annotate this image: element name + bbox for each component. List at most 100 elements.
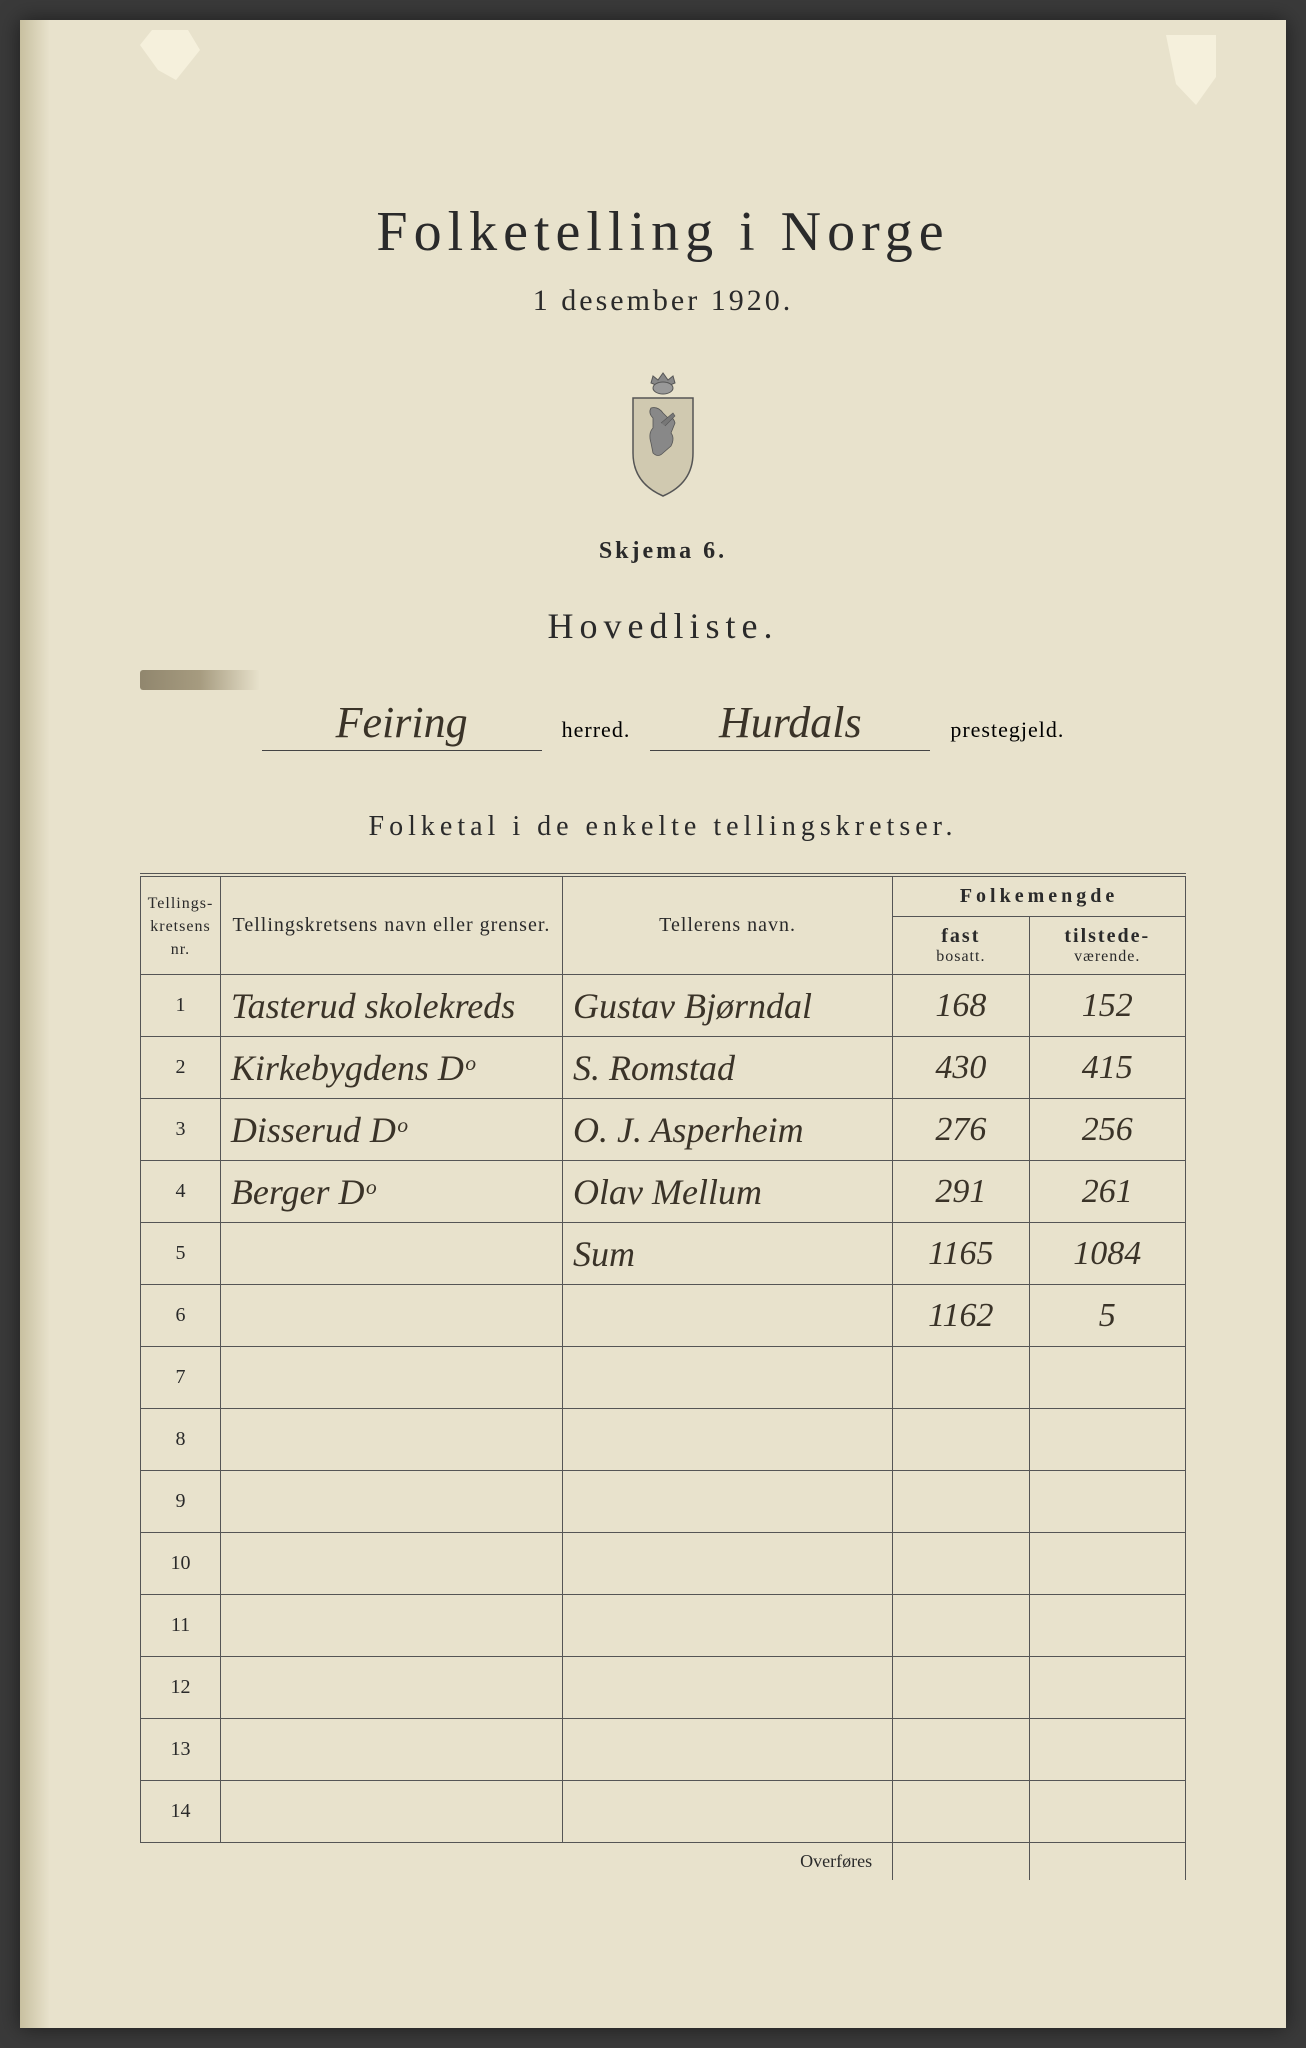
row-teller: S. Romstad bbox=[563, 1037, 893, 1099]
row-fast bbox=[893, 1409, 1029, 1471]
row-nr: 4 bbox=[141, 1161, 221, 1223]
row-tilstede: 1084 bbox=[1029, 1223, 1185, 1285]
row-fast bbox=[893, 1719, 1029, 1781]
row-fast: 430 bbox=[893, 1037, 1029, 1099]
overfores-label: Overføres bbox=[141, 1843, 893, 1881]
table-row: 1 Tasterud skolekreds Gustav Bjørndal 16… bbox=[141, 975, 1186, 1037]
row-fast: 1165 bbox=[893, 1223, 1029, 1285]
row-fast bbox=[893, 1595, 1029, 1657]
table-row: 8 bbox=[141, 1409, 1186, 1471]
coat-of-arms-icon bbox=[613, 368, 713, 498]
census-table: Tellings- kretsens nr. Tellingskretsens … bbox=[140, 873, 1186, 1880]
row-nr: 2 bbox=[141, 1037, 221, 1099]
row-tilstede bbox=[1029, 1781, 1185, 1843]
table-row: 10 bbox=[141, 1533, 1186, 1595]
ink-smudge bbox=[140, 670, 260, 690]
list-heading: Hovedliste. bbox=[140, 605, 1186, 647]
table-row: 12 bbox=[141, 1657, 1186, 1719]
row-tilstede bbox=[1029, 1409, 1185, 1471]
row-nr: 10 bbox=[141, 1533, 221, 1595]
row-nr: 13 bbox=[141, 1719, 221, 1781]
header-block: Folketelling i Norge 1 desember 1920. Sk… bbox=[140, 200, 1186, 647]
row-tilstede bbox=[1029, 1347, 1185, 1409]
row-nr: 8 bbox=[141, 1409, 221, 1471]
row-fast: 168 bbox=[893, 975, 1029, 1037]
row-nr: 1 bbox=[141, 975, 221, 1037]
row-navn bbox=[220, 1533, 562, 1595]
table-row: 13 bbox=[141, 1719, 1186, 1781]
row-navn bbox=[220, 1657, 562, 1719]
row-teller bbox=[563, 1533, 893, 1595]
col-header-tilstede: tilstede- værende. bbox=[1029, 917, 1185, 975]
row-fast bbox=[893, 1657, 1029, 1719]
row-nr: 11 bbox=[141, 1595, 221, 1657]
paper-tear bbox=[140, 30, 200, 80]
table-row: 4 Berger Dᵒ Olav Mellum 291 261 bbox=[141, 1161, 1186, 1223]
row-tilstede: 5 bbox=[1029, 1285, 1185, 1347]
table-row: 6 1162 5 bbox=[141, 1285, 1186, 1347]
row-navn bbox=[220, 1719, 562, 1781]
paper-tear bbox=[1166, 35, 1216, 105]
row-teller: O. J. Asperheim bbox=[563, 1099, 893, 1161]
row-navn bbox=[220, 1409, 562, 1471]
row-nr: 5 bbox=[141, 1223, 221, 1285]
row-fast bbox=[893, 1471, 1029, 1533]
row-teller: Olav Mellum bbox=[563, 1161, 893, 1223]
row-teller bbox=[563, 1409, 893, 1471]
table-row: 11 bbox=[141, 1595, 1186, 1657]
col-header-folkemengde: Folkemengde bbox=[893, 875, 1186, 917]
table-row: 9 bbox=[141, 1471, 1186, 1533]
row-tilstede bbox=[1029, 1719, 1185, 1781]
table-row: 5 Sum 1165 1084 bbox=[141, 1223, 1186, 1285]
row-navn bbox=[220, 1347, 562, 1409]
row-teller bbox=[563, 1657, 893, 1719]
main-title: Folketelling i Norge bbox=[140, 200, 1186, 264]
row-fast bbox=[893, 1533, 1029, 1595]
table-body: 1 Tasterud skolekreds Gustav Bjørndal 16… bbox=[141, 975, 1186, 1843]
table-section-title: Folketal i de enkelte tellingskretser. bbox=[140, 811, 1186, 843]
row-tilstede: 152 bbox=[1029, 975, 1185, 1037]
form-number: Skjema 6. bbox=[140, 538, 1186, 565]
row-tilstede: 261 bbox=[1029, 1161, 1185, 1223]
row-tilstede bbox=[1029, 1471, 1185, 1533]
row-tilstede bbox=[1029, 1533, 1185, 1595]
row-fast bbox=[893, 1781, 1029, 1843]
prestegjeld-value: Hurdals bbox=[650, 697, 930, 751]
row-teller bbox=[563, 1781, 893, 1843]
row-tilstede bbox=[1029, 1595, 1185, 1657]
herred-label: herred. bbox=[562, 717, 631, 743]
row-teller bbox=[563, 1595, 893, 1657]
row-nr: 14 bbox=[141, 1781, 221, 1843]
row-navn: Disserud Dᵒ bbox=[220, 1099, 562, 1161]
table-row: 3 Disserud Dᵒ O. J. Asperheim 276 256 bbox=[141, 1099, 1186, 1161]
col-header-nr: Tellings- kretsens nr. bbox=[141, 875, 221, 975]
row-nr: 7 bbox=[141, 1347, 221, 1409]
row-nr: 3 bbox=[141, 1099, 221, 1161]
row-fast: 291 bbox=[893, 1161, 1029, 1223]
row-tilstede: 256 bbox=[1029, 1099, 1185, 1161]
row-navn: Tasterud skolekreds bbox=[220, 975, 562, 1037]
row-teller bbox=[563, 1347, 893, 1409]
row-teller bbox=[563, 1719, 893, 1781]
row-fast bbox=[893, 1347, 1029, 1409]
row-teller bbox=[563, 1285, 893, 1347]
row-fast: 276 bbox=[893, 1099, 1029, 1161]
row-tilstede bbox=[1029, 1657, 1185, 1719]
row-teller: Gustav Bjørndal bbox=[563, 975, 893, 1037]
herred-value: Feiring bbox=[262, 697, 542, 751]
row-teller: Sum bbox=[563, 1223, 893, 1285]
table-row: 7 bbox=[141, 1347, 1186, 1409]
document-page: Folketelling i Norge 1 desember 1920. Sk… bbox=[20, 20, 1286, 2028]
prestegjeld-label: prestegjeld. bbox=[950, 717, 1064, 743]
row-navn bbox=[220, 1595, 562, 1657]
row-teller bbox=[563, 1471, 893, 1533]
col-header-navn: Tellingskretsens navn eller grenser. bbox=[220, 875, 562, 975]
col-header-fast: fast bosatt. bbox=[893, 917, 1029, 975]
col-header-teller: Tellerens navn. bbox=[563, 875, 893, 975]
table-row: 2 Kirkebygdens Dᵒ S. Romstad 430 415 bbox=[141, 1037, 1186, 1099]
row-fast: 1162 bbox=[893, 1285, 1029, 1347]
row-navn: Kirkebygdens Dᵒ bbox=[220, 1037, 562, 1099]
row-nr: 12 bbox=[141, 1657, 221, 1719]
row-nr: 6 bbox=[141, 1285, 221, 1347]
row-tilstede: 415 bbox=[1029, 1037, 1185, 1099]
